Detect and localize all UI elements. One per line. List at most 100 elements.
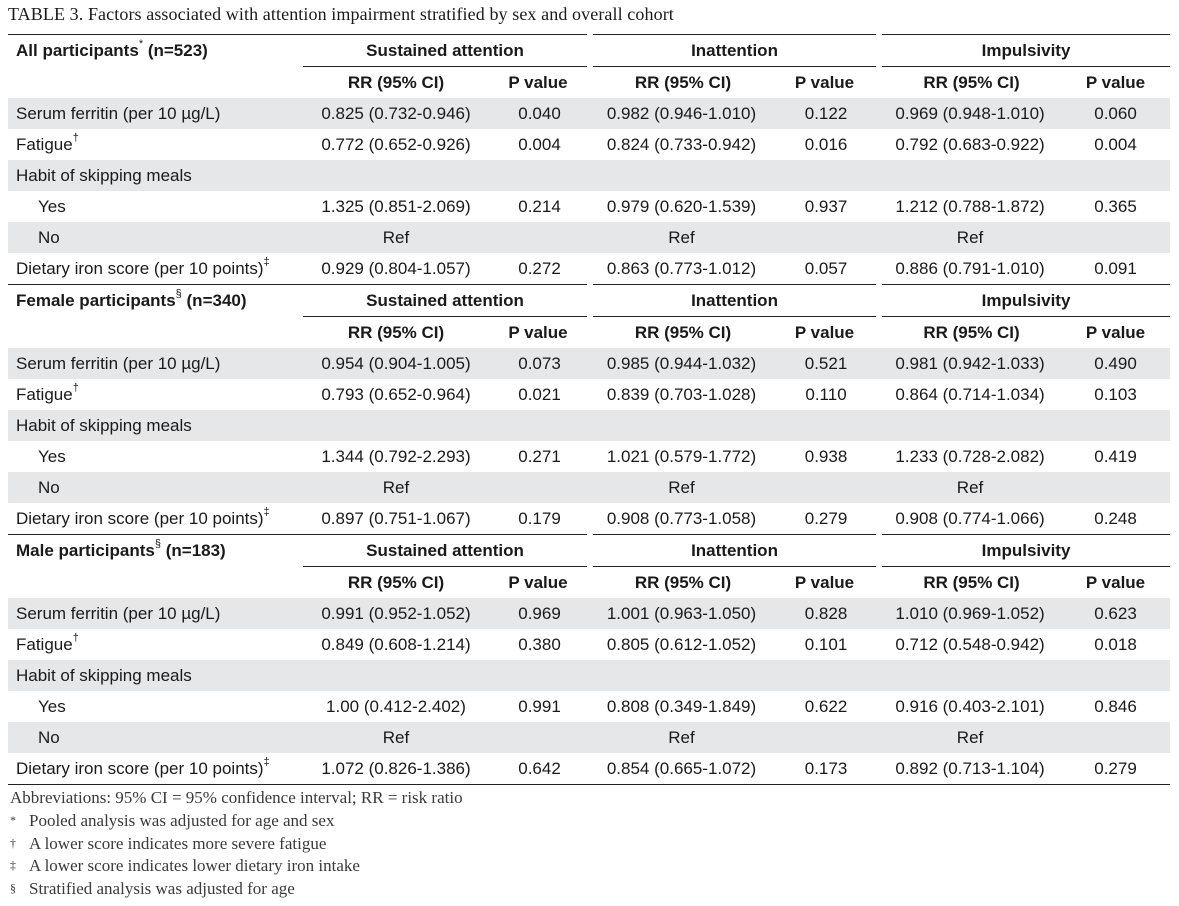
rr-value: 0.982 (0.946-1.010) (590, 98, 774, 129)
p-value (773, 472, 880, 503)
group-title-mark: * (138, 37, 144, 50)
p-value (489, 472, 591, 503)
outcome-header: Inattention (590, 34, 883, 67)
p-value (489, 160, 591, 191)
group-title-cell: Male participants§ (n=183) (8, 534, 303, 567)
row-label-cell: Fatigue† (8, 129, 303, 160)
row-label: Fatigue (16, 134, 73, 154)
p-value (773, 410, 880, 441)
p-value: 0.060 (1061, 98, 1171, 129)
row-label: Dietary iron score (per 10 points) (16, 508, 264, 528)
rr-header: RR (95% CI) (634, 72, 732, 92)
rr-value (590, 160, 774, 191)
table-row: Dietary iron score (per 10 points)‡ 0.897… (8, 503, 1170, 535)
row-label: Yes (38, 696, 66, 716)
row-label: Yes (38, 446, 66, 466)
table-row: Fatigue† 0.849 (0.608-1.214) 0.380 0.805 (0… (8, 629, 1170, 660)
rr-header: RR (95% CI) (923, 322, 1020, 342)
row-label: Habit of skipping meals (16, 165, 192, 185)
p-header: P value (489, 66, 594, 98)
table-row: No Ref Ref Ref (8, 222, 1171, 253)
row-label-cell: Habit of skipping meals (8, 410, 303, 441)
row-label-cell: Yes (8, 441, 303, 472)
rr-value: 1.021 (0.579-1.772) (606, 446, 757, 466)
row-label-cell: Dietary iron score (per 10 points)‡ (8, 503, 303, 535)
row-label-mark: ‡ (263, 255, 270, 268)
footnote: † A lower score indicates more severe fat… (10, 833, 463, 856)
row-label-cell: Fatigue† (8, 379, 303, 410)
rr-value: 0.979 (0.620-1.539) (606, 196, 757, 216)
p-header: P value (773, 566, 883, 598)
rr-value (590, 410, 774, 441)
row-label: Dietary iron score (per 10 points) (16, 258, 264, 278)
row-label: Yes (38, 196, 66, 216)
p-value: 0.004 (1094, 134, 1137, 154)
row-label-cell: Serum ferritin (per 10 µg/L) (8, 348, 303, 379)
rr-header: RR (95% CI) (923, 72, 1020, 92)
p-value: 0.004 (518, 134, 561, 154)
outcome-header: Inattention (590, 284, 883, 317)
blank-cell (8, 67, 303, 99)
rr-value (303, 410, 489, 441)
p-header: P value (773, 66, 883, 98)
row-label-cell: No (8, 722, 303, 753)
p-value (489, 410, 591, 441)
p-value: 0.272 (518, 258, 561, 278)
footnote: ‡ A lower score indicates lower dietary i… (10, 855, 463, 878)
footnote-symbol: § (10, 881, 16, 896)
p-value: 0.122 (773, 98, 880, 129)
table-row: No Ref Ref Ref (8, 472, 1171, 503)
row-label: Serum ferritin (per 10 µg/L) (16, 603, 221, 623)
table-row: Habit of skipping meals (8, 660, 1171, 691)
p-value: 0.073 (489, 348, 591, 379)
row-label: Habit of skipping meals (16, 415, 192, 435)
p-value: 0.248 (1094, 508, 1137, 528)
rr-value: 0.981 (0.942-1.033) (879, 348, 1062, 379)
rr-header: RR (95% CI) (347, 322, 445, 342)
row-label-cell: Dietary iron score (per 10 points)‡ (8, 253, 303, 285)
p-value (773, 660, 880, 691)
p-header: P value (1085, 322, 1146, 342)
row-label-cell: No (8, 472, 303, 503)
rr-value: 1.233 (0.728-2.082) (895, 446, 1045, 466)
group-title: Male participants (16, 540, 155, 560)
group-title-cell: Female participants§ (n=340) (8, 284, 303, 317)
p-value: 0.521 (773, 348, 880, 379)
table-row: Yes 1.325 (0.851-2.069) 0.214 0.979 (0.620-… (8, 191, 1170, 222)
rr-value: 0.824 (0.733-0.942) (606, 134, 757, 154)
rr-value: 1.072 (0.826-1.386) (303, 753, 489, 785)
rr-value: Ref (303, 222, 489, 253)
table-row: Serum ferritin (per 10 µg/L) 0.825 (0.732… (8, 98, 1171, 129)
rr-value: 1.325 (0.851-2.069) (321, 196, 471, 216)
rr-value: 0.805 (0.612-1.052) (606, 634, 757, 654)
p-value: 0.279 (804, 508, 848, 528)
footnote: § Stratified analysis was adjusted for ag… (10, 878, 463, 901)
rr-header: RR (95% CI) (347, 72, 445, 92)
rr-value: Ref (879, 222, 1062, 253)
p-value: 0.040 (489, 98, 591, 129)
p-value (1061, 722, 1171, 753)
p-value: 0.419 (1094, 446, 1137, 466)
row-label-mark: † (72, 631, 79, 644)
table-row: Dietary iron score (per 10 points)‡ 0.929… (8, 253, 1170, 285)
outcome-header: Impulsivity (879, 534, 1171, 567)
outcome-header: Sustained attention (303, 534, 594, 567)
table-row: No Ref Ref Ref (8, 722, 1171, 753)
rr-value: 0.929 (0.804-1.057) (321, 258, 471, 278)
p-value: 0.279 (1061, 753, 1171, 785)
rr-value: Ref (879, 472, 1062, 503)
table-row: Habit of skipping meals (8, 410, 1171, 441)
p-value (489, 222, 591, 253)
rr-value: 0.864 (0.714-1.034) (895, 384, 1045, 404)
outcome-header: Impulsivity (879, 34, 1171, 67)
blank-cell (8, 317, 303, 349)
row-label: Serum ferritin (per 10 µg/L) (16, 353, 221, 373)
rr-value: 0.916 (0.403-2.101) (895, 696, 1045, 716)
p-value: 0.365 (1094, 196, 1137, 216)
rr-value: 0.849 (0.608-1.214) (321, 634, 471, 654)
sub-header-row: RR (95% CI) P value RR (95% CI) P value RR (… (8, 316, 1170, 349)
rr-value (303, 160, 489, 191)
rr-value: 1.00 (0.412-2.402) (326, 696, 466, 716)
table-row: Yes 1.344 (0.792-2.293) 0.271 1.021 (0.579-… (8, 441, 1170, 472)
p-value (1061, 222, 1171, 253)
